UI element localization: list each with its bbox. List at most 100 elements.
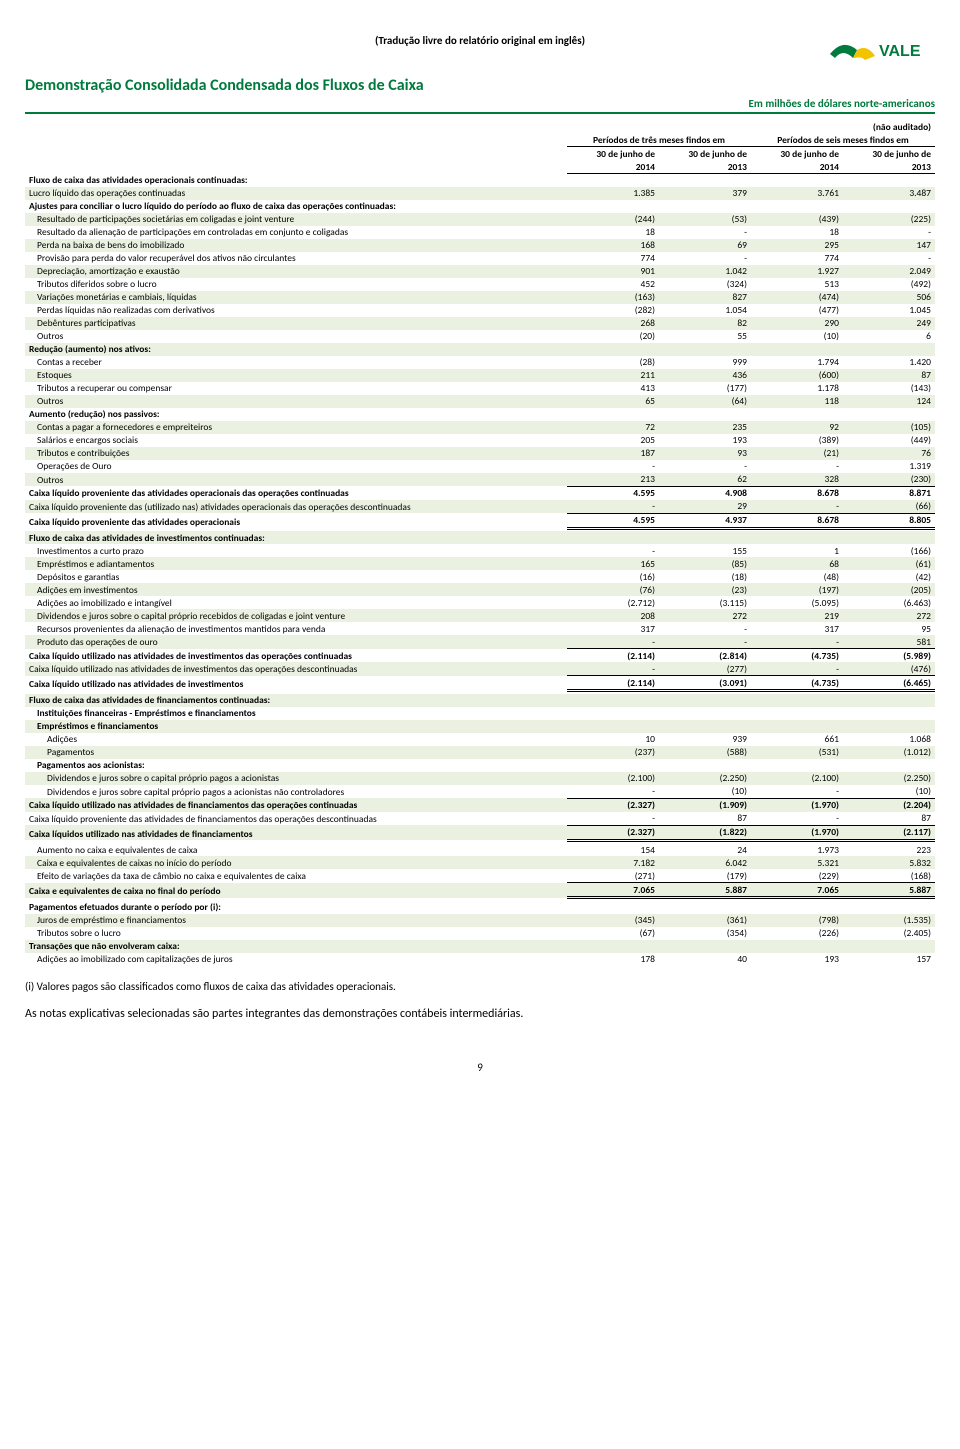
table-row: Transações que não envolveram caixa: (25, 940, 935, 953)
cell-value: 87 (843, 369, 935, 382)
cell-value: (226) (751, 927, 843, 940)
cell-value: 1.385 (567, 187, 659, 200)
cell-value: 93 (659, 447, 751, 460)
row-label: Caixa líquido utilizado nas atividades d… (25, 676, 567, 691)
cell-value: 901 (567, 265, 659, 278)
cell-value (567, 901, 659, 914)
cell-value: 24 (659, 843, 751, 856)
cell-value: 3.761 (751, 187, 843, 200)
table-row: Fluxo de caixa das atividades de financi… (25, 694, 935, 707)
cell-value: (10) (751, 330, 843, 343)
cell-value (843, 531, 935, 544)
row-label: Aumento (redução) nos passivos: (25, 408, 567, 421)
row-label: Transações que não envolveram caixa: (25, 940, 567, 953)
cell-value: - (659, 226, 751, 239)
cell-value: 413 (567, 382, 659, 395)
cell-value: (1.822) (659, 825, 751, 840)
cell-value (567, 707, 659, 720)
col-header: 2014 (751, 160, 843, 174)
cell-value: 40 (659, 953, 751, 966)
cell-value: 1.319 (843, 460, 935, 473)
cell-value: 7.065 (567, 883, 659, 898)
table-row: Contas a pagar a fornecedores e empreite… (25, 421, 935, 434)
cell-value (751, 200, 843, 213)
row-label: Outros (25, 330, 567, 343)
table-row: Ajustes para conciliar o lucro líquido d… (25, 200, 935, 213)
cell-value: (105) (843, 421, 935, 434)
cell-value: (588) (659, 746, 751, 759)
cell-value: (10) (659, 785, 751, 799)
cell-value: 7.182 (567, 856, 659, 869)
cell-value: - (751, 460, 843, 473)
table-row: Outros(20)55(10)6 (25, 330, 935, 343)
cell-value: 72 (567, 421, 659, 434)
col-header: 2014 (567, 160, 659, 174)
cell-value: (282) (567, 304, 659, 317)
cell-value: 157 (843, 953, 935, 966)
row-label: Tributos sobre o lucro (25, 927, 567, 940)
cell-value: (600) (751, 369, 843, 382)
table-row: Pagamentos aos acionistas: (25, 759, 935, 772)
cell-value (567, 343, 659, 356)
cell-value: 87 (659, 812, 751, 826)
row-label: Contas a pagar a fornecedores e empreite… (25, 421, 567, 434)
cell-value (751, 901, 843, 914)
row-label: Caixa líquido proveniente das atividades… (25, 513, 567, 528)
cell-value: (6.463) (843, 596, 935, 609)
row-label: Resultado de participações societárias e… (25, 213, 567, 226)
cell-value: - (659, 635, 751, 649)
row-label: Caixa líquido utilizado nas atividades d… (25, 798, 567, 812)
cell-value: 193 (751, 953, 843, 966)
cell-value: 1.042 (659, 265, 751, 278)
cell-value (843, 720, 935, 733)
cell-value: 1.927 (751, 265, 843, 278)
cell-value: (2.250) (843, 772, 935, 785)
row-label: Dividendos e juros sobre capital próprio… (25, 785, 567, 799)
row-label: Empréstimos e financiamentos (25, 720, 567, 733)
row-label: Empréstimos e adiantamentos (25, 557, 567, 570)
table-row: Fluxo de caixa das atividades operaciona… (25, 174, 935, 187)
row-label: Juros de empréstimo e financiamentos (25, 914, 567, 927)
row-label: Resultado da alienação de participações … (25, 226, 567, 239)
row-label: Pagamentos aos acionistas: (25, 759, 567, 772)
cell-value (659, 174, 751, 187)
cell-value: 8.871 (843, 486, 935, 500)
cell-value (567, 720, 659, 733)
row-label: Caixa e equivalentes de caixa no final d… (25, 883, 567, 898)
cell-value (659, 720, 751, 733)
cell-value: (66) (843, 500, 935, 514)
row-label: Pagamentos (25, 746, 567, 759)
table-row: Empréstimos e financiamentos (25, 720, 935, 733)
cell-value: (3.115) (659, 596, 751, 609)
cell-value (751, 759, 843, 772)
cell-value: 249 (843, 317, 935, 330)
row-label: Provisão para perda do valor recuperável… (25, 252, 567, 265)
cell-value: 317 (751, 622, 843, 635)
table-row: Efeito de variações da taxa de câmbio no… (25, 869, 935, 883)
vale-logo: VALE (825, 30, 935, 70)
table-row: Dividendos e juros sobre capital próprio… (25, 785, 935, 799)
page-number: 9 (25, 1061, 935, 1074)
row-label: Caixa e equivalentes de caixas no início… (25, 856, 567, 869)
cell-value: 165 (567, 557, 659, 570)
row-label: Instituições financeiras - Empréstimos e… (25, 707, 567, 720)
cell-value: - (567, 500, 659, 514)
row-label: Pagamentos efetuados durante o período p… (25, 901, 567, 914)
row-label: Variações monetárias e cambiais, líquida… (25, 291, 567, 304)
cell-value: - (751, 662, 843, 676)
row-label: Redução (aumento) nos ativos: (25, 343, 567, 356)
cell-value: (197) (751, 583, 843, 596)
cell-value (843, 707, 935, 720)
cell-value: 82 (659, 317, 751, 330)
cell-value: - (567, 785, 659, 799)
period-header-3m: Períodos de três meses findos em (567, 133, 751, 147)
cell-value: - (751, 500, 843, 514)
cell-value: 1.973 (751, 843, 843, 856)
cell-value: 4.595 (567, 513, 659, 528)
cell-value: 168 (567, 239, 659, 252)
table-row: Empréstimos e adiantamentos165(85)68(61) (25, 557, 935, 570)
row-label: Investimentos a curto prazo (25, 544, 567, 557)
cell-value: (476) (843, 662, 935, 676)
table-row: Depósitos e garantias(16)(18)(48)(42) (25, 570, 935, 583)
row-label: Fluxo de caixa das atividades operaciona… (25, 174, 567, 187)
